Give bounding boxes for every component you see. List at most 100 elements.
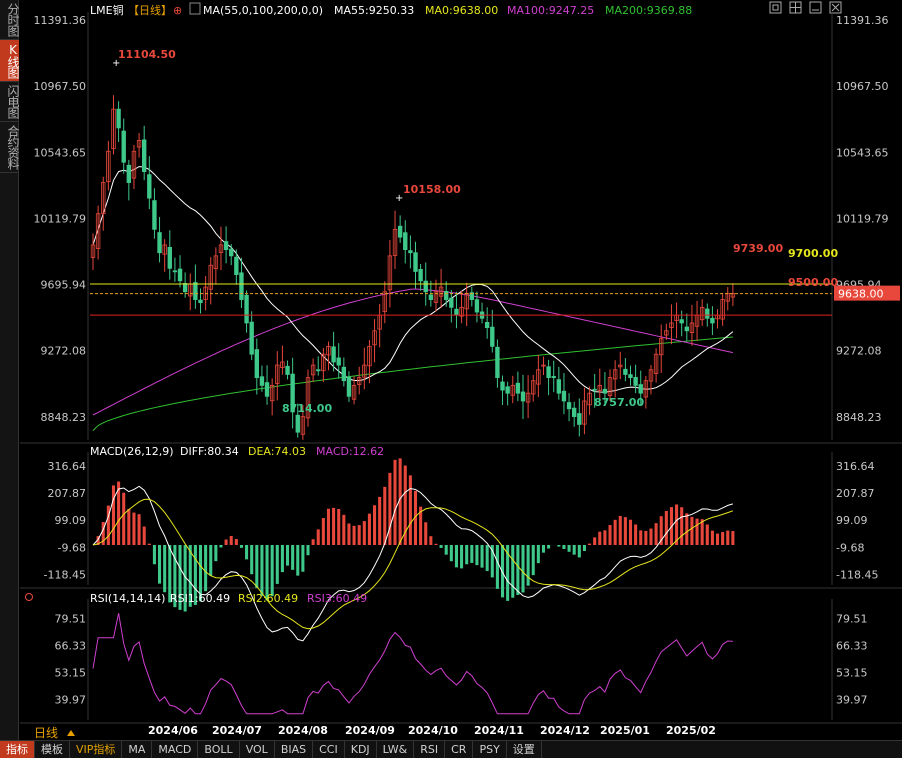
candle-body	[131, 150, 137, 179]
candle-body	[659, 338, 664, 356]
candlesticks	[90, 95, 736, 440]
candle-body	[239, 272, 244, 300]
macd-diff-label: DIFF:80.34	[180, 445, 239, 458]
date-label: 2025/01	[600, 724, 650, 737]
macd-dea-line	[92, 498, 734, 630]
candle-body	[592, 388, 597, 391]
ma-chart-icon[interactable]	[189, 2, 201, 15]
ma55-label: MA55:9250.33	[334, 4, 414, 17]
price-tick-left: 11391.36	[34, 14, 87, 27]
period-arrow-icon[interactable]	[67, 730, 75, 736]
candle-body	[290, 373, 295, 413]
macd-lines	[92, 485, 734, 642]
candle-body	[244, 294, 249, 324]
candle-body	[336, 357, 341, 366]
candle-body	[628, 374, 633, 378]
tab-flash-chart[interactable]: 闪电图	[0, 82, 20, 122]
tab-indicators[interactable]: 指标	[0, 740, 35, 758]
tab-kline-chart[interactable]: K线图	[0, 40, 20, 82]
tab-settings[interactable]: 设置	[507, 740, 542, 758]
minimize-icon[interactable]	[809, 1, 822, 14]
tab-lw[interactable]: LW&	[377, 740, 415, 758]
candle-body	[198, 299, 203, 304]
candle-body	[392, 228, 398, 256]
chart-canvas[interactable]: LME铜 【日线】 ⊕ MA(55,0,100,200,0,0) MA55:92…	[20, 0, 902, 740]
candle-body	[362, 364, 367, 378]
tab-rsi[interactable]: RSI	[414, 740, 446, 758]
candle-body	[300, 416, 306, 435]
date-label: 2025/02	[666, 724, 716, 737]
candle-body	[710, 317, 715, 324]
candle-body	[418, 268, 423, 282]
date-label: 2024/06	[148, 724, 198, 737]
candle-body	[182, 283, 188, 293]
close-icon[interactable]	[829, 1, 842, 14]
rsi-tick-right: 66.33	[836, 639, 868, 652]
tab-vip-indicators[interactable]: VIP指标	[70, 740, 123, 758]
macd-tick-left: -9.68	[58, 541, 86, 554]
candle-body	[408, 250, 413, 254]
candle-body	[223, 241, 229, 251]
rsi-settings-icon[interactable]	[25, 593, 33, 601]
candle-body	[90, 244, 96, 258]
candle-body	[326, 345, 331, 356]
date-label: 2024/07	[212, 724, 262, 737]
candle-body	[259, 376, 265, 386]
candle-body	[136, 139, 142, 148]
candle-body	[495, 346, 500, 378]
candle-body	[208, 264, 213, 290]
price-tick-right: 11391.36	[836, 14, 889, 27]
period-label[interactable]: 【日线】	[128, 3, 172, 17]
tab-contract-info[interactable]: 合约资料	[0, 122, 20, 173]
candle-body	[387, 255, 393, 291]
candle-body	[664, 330, 669, 336]
ma100-line	[92, 288, 734, 416]
period-selector[interactable]: 日线	[34, 726, 58, 740]
tab-ma[interactable]: MA	[122, 740, 153, 758]
candle-body	[515, 382, 521, 394]
fullscreen-icon-inner	[772, 4, 779, 11]
price-tick-right: 10967.50	[836, 80, 889, 93]
candle-body	[474, 299, 480, 313]
candle-body	[305, 377, 311, 419]
candle-body	[648, 369, 654, 382]
candle-body	[316, 369, 321, 372]
macd-axis: 316.64 316.64 207.87 207.87 99.09 99.09 -9.68 -…	[44, 460, 879, 582]
macd-tick-left: 316.64	[48, 460, 87, 473]
rsi-tick-right: 79.51	[836, 612, 868, 625]
price-tick-left: 8848.23	[41, 411, 87, 424]
rsi-axis: 79.51 79.51 66.33 66.33 53.15 53.15 39.97 39.97	[55, 612, 868, 706]
annotation-low1: 8714.00	[282, 402, 332, 415]
candle-body	[218, 244, 224, 253]
candle-body	[551, 376, 556, 378]
candle-body	[669, 322, 674, 328]
price-tick-right: 10543.65	[836, 146, 889, 159]
tab-boll[interactable]: BOLL	[198, 740, 240, 758]
ma-params-label: MA(55,0,100,200,0,0)	[203, 4, 323, 17]
tab-cci[interactable]: CCI	[313, 740, 345, 758]
candle-body	[101, 182, 106, 215]
tab-template[interactable]: 模板	[35, 740, 70, 758]
symbol-label: LME铜	[90, 3, 124, 17]
candle-body	[536, 369, 541, 385]
candle-body	[172, 270, 178, 273]
candle-body	[720, 299, 725, 320]
tab-cr[interactable]: CR	[445, 740, 474, 758]
tab-psy[interactable]: PSY	[473, 740, 507, 758]
rsi-tick-left: 66.33	[55, 639, 87, 652]
rsi3-label: RSI3:60.49	[307, 592, 367, 605]
price-tick-right: 10119.79	[836, 212, 889, 225]
ma200-label: MA200:9369.88	[605, 4, 692, 17]
macd-dea-label: DEA:74.03	[248, 445, 306, 458]
tab-macd[interactable]: MACD	[152, 740, 199, 758]
candle-body	[193, 282, 198, 300]
tab-vol[interactable]: VOL	[240, 740, 275, 758]
fullscreen-icon[interactable]	[769, 1, 782, 14]
candle-body	[541, 364, 546, 367]
tab-bias[interactable]: BIAS	[275, 740, 314, 758]
candle-body	[167, 246, 172, 269]
tab-time-chart[interactable]: 分时图	[0, 0, 20, 40]
tab-kdj[interactable]: KDJ	[345, 740, 377, 758]
candle-body	[116, 108, 121, 129]
settings-icon[interactable]: ⊕	[173, 4, 182, 17]
